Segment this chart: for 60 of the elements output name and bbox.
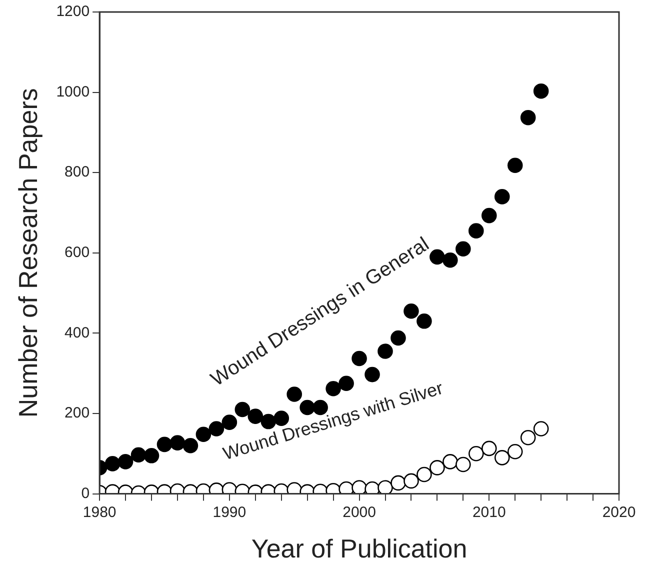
point bbox=[390, 475, 406, 491]
point bbox=[416, 466, 432, 482]
y-axis-title: Number of Research Papers bbox=[12, 88, 43, 418]
y-tick-label: 600 bbox=[64, 244, 90, 262]
point bbox=[118, 454, 134, 470]
point bbox=[170, 435, 186, 450]
point bbox=[222, 414, 238, 430]
y-tick-label: 200 bbox=[64, 404, 90, 422]
point bbox=[144, 448, 160, 464]
point bbox=[286, 386, 302, 402]
point bbox=[430, 460, 445, 476]
point bbox=[352, 350, 367, 366]
point bbox=[156, 436, 172, 452]
point bbox=[390, 330, 406, 346]
point bbox=[104, 456, 120, 472]
point bbox=[352, 480, 367, 494]
point bbox=[338, 376, 354, 392]
point bbox=[468, 223, 484, 238]
x-tick-label: 1990 bbox=[212, 504, 246, 521]
y-tick-label: 400 bbox=[64, 324, 90, 342]
y-tick-label: 0 bbox=[81, 484, 90, 502]
point bbox=[378, 480, 393, 494]
point bbox=[196, 426, 212, 442]
point bbox=[520, 110, 536, 126]
point bbox=[416, 314, 432, 329]
point bbox=[364, 481, 380, 494]
point bbox=[260, 414, 276, 430]
x-axis-title: Year of Publication bbox=[251, 534, 468, 564]
point bbox=[182, 438, 198, 454]
x-tick-label: 1980 bbox=[82, 504, 116, 521]
point bbox=[456, 241, 471, 257]
point bbox=[481, 208, 497, 224]
x-tick-label: 2010 bbox=[472, 504, 506, 521]
point bbox=[468, 446, 484, 462]
point bbox=[507, 444, 523, 460]
x-tick-label: 2020 bbox=[602, 504, 636, 521]
point bbox=[456, 456, 471, 472]
point bbox=[442, 454, 458, 470]
point bbox=[494, 189, 510, 204]
point bbox=[520, 430, 536, 446]
point bbox=[234, 402, 250, 418]
y-tick-label: 800 bbox=[64, 164, 90, 181]
point bbox=[430, 249, 445, 265]
point bbox=[507, 158, 523, 174]
point bbox=[533, 83, 549, 99]
y-tick-label: 1200 bbox=[56, 3, 90, 20]
point bbox=[248, 408, 264, 424]
point bbox=[494, 450, 510, 466]
point bbox=[130, 447, 146, 463]
point bbox=[364, 366, 380, 382]
point bbox=[404, 303, 419, 319]
point bbox=[338, 481, 354, 494]
x-tick-label: 2000 bbox=[342, 504, 376, 521]
point bbox=[533, 421, 549, 436]
y-tick-label: 1000 bbox=[56, 83, 90, 100]
point bbox=[404, 473, 419, 489]
point bbox=[442, 252, 458, 268]
point bbox=[378, 344, 393, 359]
point bbox=[326, 380, 341, 396]
point bbox=[481, 440, 497, 456]
